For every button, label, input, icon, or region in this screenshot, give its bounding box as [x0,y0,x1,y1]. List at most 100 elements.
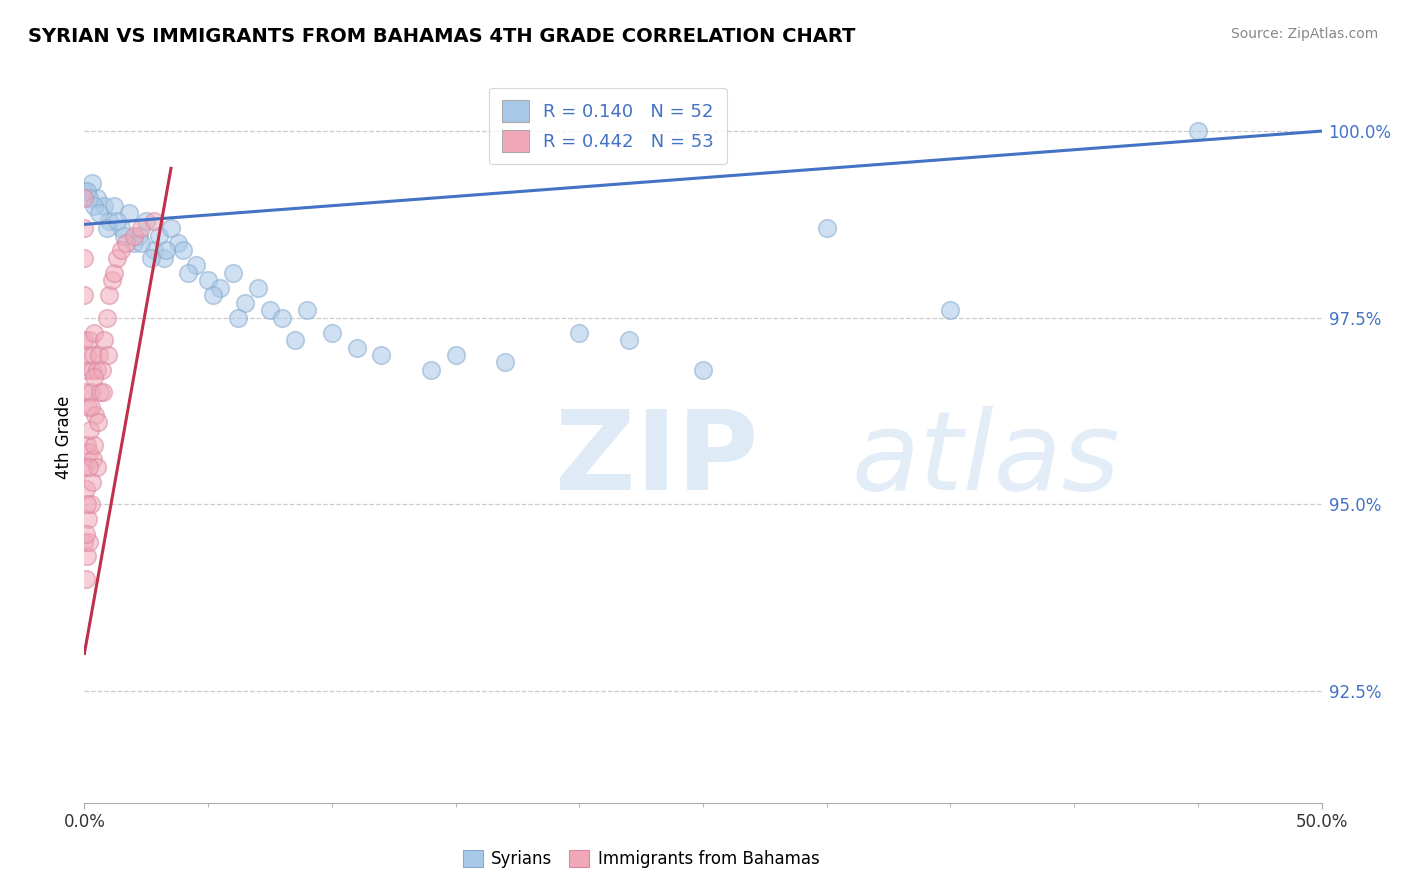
Point [346,341,368,355]
Point [98,288,121,302]
Point [91,385,114,400]
Point [122,228,145,243]
Point [295,303,318,318]
Point [77,401,100,415]
Point [142,244,165,258]
Text: ZIP: ZIP [554,406,758,513]
Point [271,310,294,325]
Point [202,288,225,302]
Point [80,475,103,489]
Point [100,273,122,287]
Point [90,363,112,377]
Point [692,363,714,377]
Point [79,191,101,205]
Point [89,348,111,362]
Point [82,452,104,467]
Point [73,534,96,549]
Point [226,310,249,325]
Point [79,333,101,347]
Point [444,348,467,362]
Point [419,363,441,377]
Point [76,348,98,362]
Point [148,228,170,243]
Point [118,206,141,220]
Point [79,534,101,549]
Point [80,401,103,415]
Legend: Syrians, Immigrants from Bahamas: Syrians, Immigrants from Bahamas [457,844,825,875]
Point [79,423,101,437]
Point [246,281,269,295]
Point [73,288,96,302]
Point [1187,124,1209,138]
Point [73,333,96,347]
Point [103,266,125,280]
Point [160,221,183,235]
Point [129,221,152,235]
Point [83,199,105,213]
Point [142,213,165,227]
Point [93,333,115,347]
Point [77,512,100,526]
Point [75,527,97,541]
Point [112,228,135,243]
Point [96,221,118,235]
Point [77,459,100,474]
Point [222,266,245,280]
Point [321,326,343,340]
Point [86,459,108,474]
Point [141,251,163,265]
Point [568,326,591,340]
Text: atlas: atlas [852,406,1121,513]
Point [75,572,97,586]
Point [83,326,105,340]
Point [172,244,194,258]
Point [184,259,207,273]
Point [79,445,101,459]
Point [815,221,838,235]
Point [73,184,96,198]
Point [86,191,108,205]
Point [76,437,98,451]
Point [129,235,152,250]
Point [494,355,516,369]
Point [209,281,232,295]
Point [75,483,97,497]
Point [89,385,111,400]
Point [115,235,138,250]
Point [96,310,118,325]
Point [73,191,96,205]
Point [76,549,98,564]
Point [93,199,115,213]
Point [167,235,190,250]
Point [103,199,125,213]
Point [73,385,96,400]
Point [87,415,110,429]
Point [105,251,128,265]
Point [370,348,392,362]
Point [110,244,132,258]
Point [135,213,157,227]
Point [76,184,98,198]
Point [98,213,121,227]
Point [152,251,174,265]
Point [105,213,128,227]
Point [83,370,105,384]
Point [97,348,120,362]
Point [73,221,96,235]
Point [73,251,96,265]
Point [122,235,145,250]
Point [110,221,132,235]
Text: SYRIAN VS IMMIGRANTS FROM BAHAMAS 4TH GRADE CORRELATION CHART: SYRIAN VS IMMIGRANTS FROM BAHAMAS 4TH GR… [28,27,855,45]
Point [80,363,103,377]
Point [155,244,177,258]
Text: Source: ZipAtlas.com: Source: ZipAtlas.com [1230,27,1378,41]
Point [617,333,640,347]
Point [86,363,108,377]
Point [84,408,107,422]
Point [79,385,101,400]
Point [939,303,962,318]
Point [89,206,111,220]
Point [197,273,219,287]
Point [80,177,103,191]
Point [83,437,105,451]
